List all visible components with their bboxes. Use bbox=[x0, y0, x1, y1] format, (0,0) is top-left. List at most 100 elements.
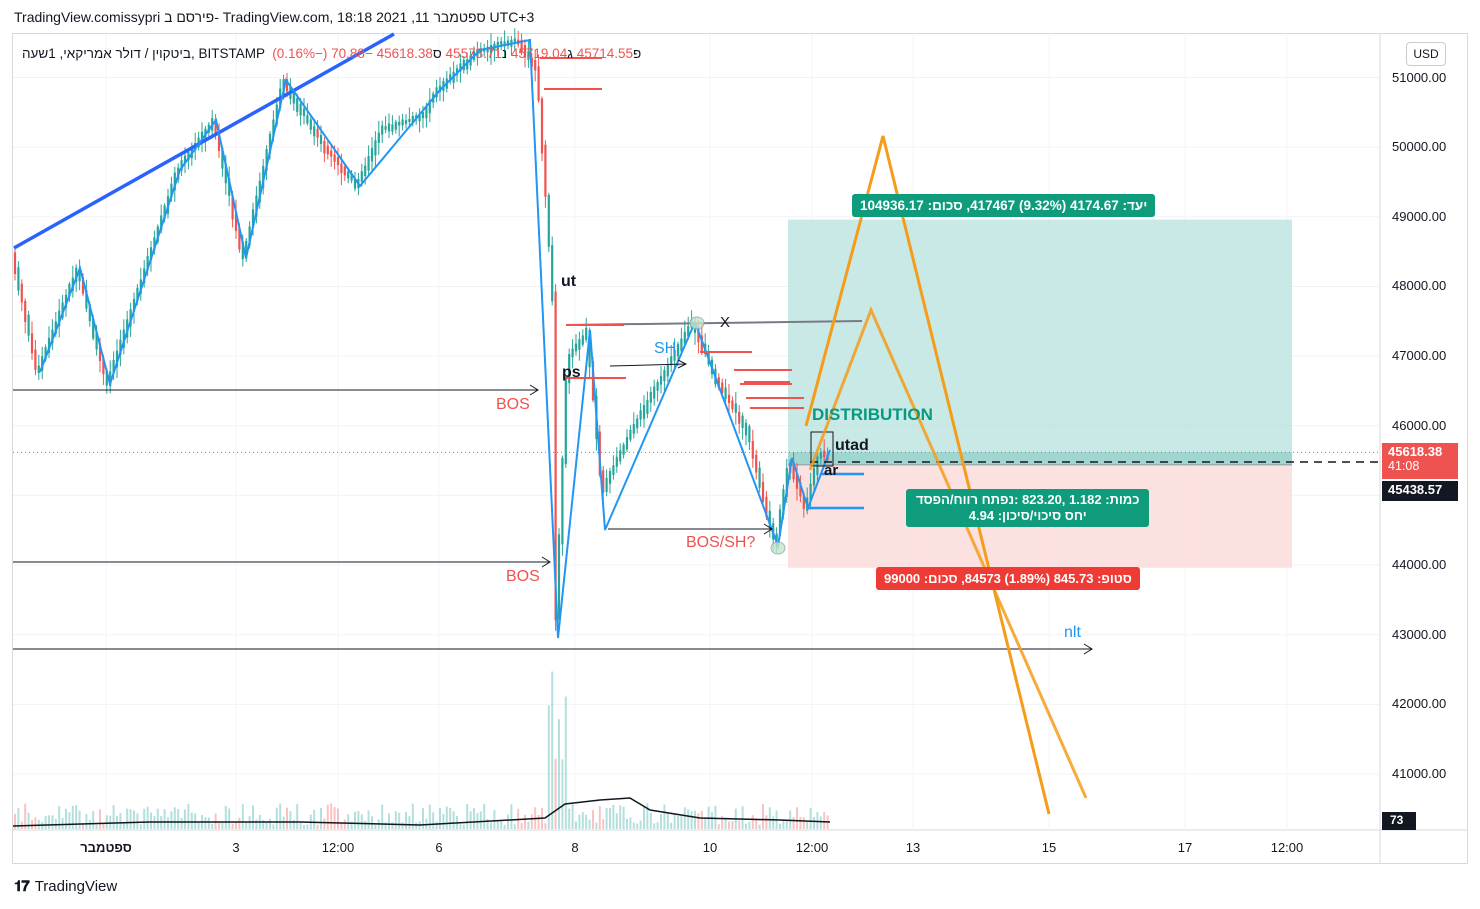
candle-body bbox=[132, 299, 136, 312]
candle-body bbox=[336, 157, 340, 166]
candle-body bbox=[659, 375, 663, 385]
candle-body bbox=[636, 418, 639, 429]
volume-bar bbox=[687, 809, 690, 829]
candle-body bbox=[340, 163, 343, 174]
candle-body bbox=[75, 267, 78, 282]
volume-bar bbox=[340, 822, 343, 829]
volume-bar bbox=[75, 805, 78, 829]
volume-bar bbox=[564, 696, 567, 829]
candle-body bbox=[47, 337, 51, 353]
volume-bar bbox=[82, 823, 84, 829]
candle-body bbox=[608, 471, 612, 484]
volume-bar bbox=[333, 807, 336, 829]
volume-bar bbox=[265, 822, 268, 829]
candle-body bbox=[170, 183, 173, 198]
volume-bar bbox=[197, 821, 200, 829]
time-tick-label: ספטמבר bbox=[80, 840, 132, 855]
candle-body bbox=[275, 104, 278, 125]
volume-bar bbox=[337, 808, 339, 829]
volume-bar bbox=[751, 815, 754, 829]
volume-bar bbox=[816, 812, 819, 829]
candle-body bbox=[823, 450, 826, 458]
candle-body bbox=[95, 331, 98, 350]
volume-bar bbox=[660, 814, 662, 829]
volume-bar bbox=[330, 803, 333, 829]
bos-sh-label: BOS/SH? bbox=[686, 534, 756, 551]
volume-bar bbox=[61, 817, 64, 829]
candle-body bbox=[734, 403, 737, 413]
candle-body bbox=[136, 287, 139, 302]
volume-bar bbox=[323, 818, 326, 829]
time-tick-label: 12:00 bbox=[1270, 840, 1304, 855]
candle-body bbox=[64, 294, 68, 308]
volume-bar bbox=[796, 807, 798, 829]
legend-symbol[interactable]: ביטקוין / דולר אמריקאי, 1שעה, BITSTAMP bbox=[22, 46, 265, 61]
volume-bar bbox=[415, 822, 418, 829]
volume-bar bbox=[809, 807, 812, 829]
candle-body bbox=[551, 245, 554, 302]
candle-body bbox=[272, 119, 275, 137]
volume-bar bbox=[568, 808, 571, 829]
target-label[interactable]: יעד: 4174.67 (9.32%) 417467, סכום: 10493… bbox=[852, 194, 1156, 217]
tradingview-brand[interactable]: 𝟏𝟕 TradingView bbox=[14, 878, 117, 895]
volume-bar bbox=[673, 814, 676, 829]
candle-body bbox=[738, 411, 741, 424]
candle-body bbox=[721, 382, 724, 394]
volume-bar bbox=[493, 810, 496, 829]
volume-bar bbox=[92, 811, 95, 829]
time-tick-label: 6 bbox=[435, 840, 443, 855]
candle-body bbox=[408, 118, 411, 123]
candle-body bbox=[639, 410, 642, 420]
ps-label: ps bbox=[562, 364, 581, 381]
volume-bar bbox=[575, 821, 577, 829]
candle-body bbox=[391, 124, 394, 132]
volume-bar bbox=[34, 817, 37, 829]
candle-body bbox=[330, 150, 333, 157]
candle-body bbox=[415, 115, 418, 119]
projection-path-2 bbox=[808, 306, 1088, 799]
volume-bar bbox=[711, 812, 713, 829]
volume-bar bbox=[483, 803, 486, 829]
volume-bar bbox=[139, 824, 142, 829]
volume-bar bbox=[262, 820, 265, 829]
spring-circle bbox=[770, 541, 786, 555]
volume-bar bbox=[558, 719, 560, 829]
publish-caption: TradingView.comissypri פירסם ב- TradingV… bbox=[14, 9, 535, 25]
candle-body bbox=[527, 51, 530, 60]
volume-bar bbox=[360, 814, 363, 829]
legend-close: 45618.38 bbox=[376, 46, 433, 61]
candle-body bbox=[44, 347, 47, 360]
volume-bar bbox=[207, 817, 210, 829]
candle-body bbox=[316, 128, 319, 138]
volume-bar bbox=[466, 804, 469, 829]
volume-bar bbox=[530, 814, 533, 829]
volume-bar bbox=[571, 803, 574, 829]
ps-arrow bbox=[609, 363, 687, 367]
candle-body bbox=[404, 120, 408, 124]
volume-bar bbox=[656, 822, 659, 829]
candle-body bbox=[574, 343, 578, 352]
volume-bar bbox=[411, 803, 414, 829]
position-info-label[interactable]: כמות: 1.182 ,823.20 :נפתח רווח/הפסד יחס … bbox=[906, 489, 1150, 527]
volume-bar bbox=[741, 806, 744, 829]
volume-bar bbox=[646, 803, 649, 829]
volume-bar bbox=[184, 809, 186, 829]
ut-label: ut bbox=[561, 273, 577, 290]
candle-body bbox=[17, 267, 20, 291]
candle-body bbox=[741, 415, 744, 428]
currency-button[interactable]: USD bbox=[1406, 42, 1446, 66]
volume-bar bbox=[428, 804, 431, 829]
volume-bar bbox=[78, 810, 81, 829]
stop-label[interactable]: סטופ: 845.73 (1.89%) 84573, סכום: 99000 bbox=[876, 567, 1140, 590]
volume-bar bbox=[680, 814, 683, 829]
candle-body bbox=[727, 394, 731, 403]
volume-bar bbox=[598, 806, 601, 829]
volume-bar bbox=[503, 824, 506, 829]
volume-bar bbox=[581, 812, 584, 829]
volume-bar bbox=[299, 822, 302, 829]
volume-bar bbox=[609, 807, 611, 829]
candle-body bbox=[625, 437, 629, 450]
candle-body bbox=[449, 74, 452, 82]
candle-body bbox=[20, 283, 23, 303]
